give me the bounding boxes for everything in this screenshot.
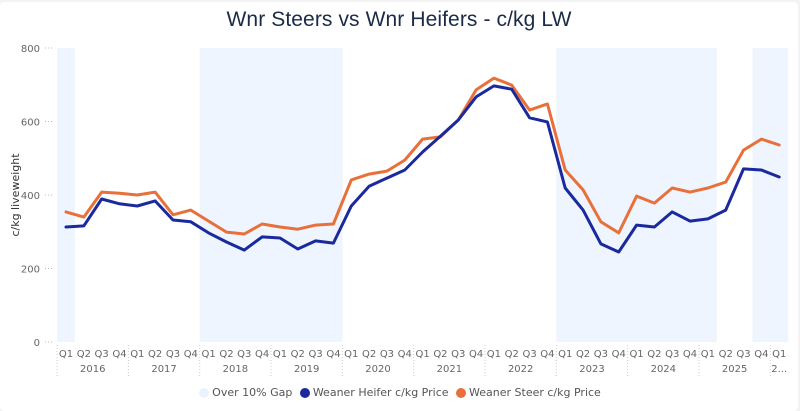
x-year-label: 2021 bbox=[437, 364, 462, 375]
x-tick-label: Q1 bbox=[772, 349, 786, 360]
x-tick-label: Q2 bbox=[719, 349, 733, 360]
x-axis: Q1 Q2 Q3 Q4 Q1 Q2 Q3 Q4 Q1 Q2 Q3 Q4 Q1 Q2 Q3 Q4 Q1 Q2 Q3 Q4… bbox=[56, 345, 787, 378]
x-year-label: 2025 bbox=[722, 364, 747, 375]
y-axis: 0 200 400 600 800 bbox=[21, 44, 53, 349]
series-line-weaner-heifer-c-kg-price bbox=[64, 84, 781, 254]
x-tick-label: Q4 bbox=[683, 349, 697, 360]
y-tick-label: 600 bbox=[21, 118, 40, 129]
legend-item-gap[interactable]: Over 10% Gap bbox=[199, 386, 292, 399]
legend-label: Weaner Steer c/kg Price bbox=[469, 386, 601, 399]
x-tick-label: Q3 bbox=[309, 349, 323, 360]
x-tick-label: Q1 bbox=[558, 349, 572, 360]
x-tick-label: Q2 bbox=[647, 349, 661, 360]
x-tick-label: Q4 bbox=[612, 349, 626, 360]
legend: Over 10% Gap Weaner Heifer c/kg Price We… bbox=[0, 386, 800, 401]
x-tick-label: Q4 bbox=[112, 349, 126, 360]
x-tick-label: Q3 bbox=[237, 349, 251, 360]
x-tick-label: Q2 bbox=[219, 349, 233, 360]
chart-title: Wnr Steers vs Wnr Heifers - c/kg LW bbox=[226, 8, 572, 31]
x-tick-label: Q2 bbox=[505, 349, 519, 360]
x-tick-label: Q4 bbox=[469, 349, 483, 360]
x-tick-label: Q1 bbox=[130, 349, 144, 360]
x-tick-label: Q1 bbox=[487, 349, 501, 360]
legend-item-steer[interactable]: Weaner Steer c/kg Price bbox=[456, 386, 601, 399]
x-tick-label: Q2 bbox=[362, 349, 376, 360]
x-year-label: 2018 bbox=[223, 364, 248, 375]
y-axis-label: c/kg liveweight bbox=[9, 153, 22, 237]
x-tick-label: Q3 bbox=[451, 349, 465, 360]
y-tick-label: 0 bbox=[34, 338, 40, 349]
legend-steer-marker-icon bbox=[456, 387, 467, 398]
x-tick-label: Q4 bbox=[184, 349, 198, 360]
x-tick-label: Q3 bbox=[736, 349, 750, 360]
gap-band bbox=[752, 48, 789, 342]
x-year-label: 2023 bbox=[579, 364, 604, 375]
series-line-weaner-steer-c-kg-price bbox=[64, 76, 781, 236]
x-tick-label: Q1 bbox=[415, 349, 429, 360]
series-lines bbox=[64, 76, 781, 254]
gap-band bbox=[199, 48, 272, 342]
x-tick-label: Q2 bbox=[291, 349, 305, 360]
x-year-label: 2022 bbox=[508, 364, 533, 375]
x-tick-label: Q3 bbox=[665, 349, 679, 360]
legend-gap-marker-icon bbox=[199, 387, 210, 398]
x-tick-label: Q4 bbox=[326, 349, 340, 360]
x-tick-label: Q3 bbox=[95, 349, 109, 360]
x-tick-label: Q1 bbox=[273, 349, 287, 360]
x-year-label: 2016 bbox=[80, 364, 105, 375]
x-year-label: 2020 bbox=[365, 364, 390, 375]
legend-item-heifer[interactable]: Weaner Heifer c/kg Price bbox=[299, 386, 449, 399]
x-year-label: 2... bbox=[771, 364, 787, 375]
x-tick-label: Q3 bbox=[380, 349, 394, 360]
x-tick-label: Q1 bbox=[629, 349, 643, 360]
x-tick-label: Q2 bbox=[77, 349, 91, 360]
x-tick-label: Q3 bbox=[166, 349, 180, 360]
x-tick-label: Q1 bbox=[202, 349, 216, 360]
x-year-label: 2017 bbox=[151, 364, 176, 375]
y-tick-label: 200 bbox=[21, 265, 40, 276]
x-tick-label: Q3 bbox=[594, 349, 608, 360]
x-tick-label: Q4 bbox=[540, 349, 554, 360]
x-tick-label: Q1 bbox=[701, 349, 715, 360]
x-tick-label: Q2 bbox=[576, 349, 590, 360]
x-year-label: 2024 bbox=[651, 364, 676, 375]
x-tick-label: Q4 bbox=[398, 349, 412, 360]
legend-label: Over 10% Gap bbox=[212, 386, 293, 399]
x-tick-label: Q4 bbox=[255, 349, 269, 360]
y-tick-label: 400 bbox=[21, 191, 40, 202]
x-tick-label: Q2 bbox=[433, 349, 447, 360]
x-year-label: 2019 bbox=[294, 364, 319, 375]
gap-band bbox=[271, 48, 343, 342]
gap-bands bbox=[57, 48, 789, 342]
legend-heifer-marker-icon bbox=[299, 387, 310, 398]
x-tick-label: Q1 bbox=[59, 349, 73, 360]
legend-label: Weaner Heifer c/kg Price bbox=[312, 386, 449, 399]
gap-band bbox=[57, 48, 75, 342]
x-tick-label: Q3 bbox=[522, 349, 536, 360]
x-tick-label: Q1 bbox=[344, 349, 358, 360]
y-tick-label: 800 bbox=[21, 44, 40, 55]
x-tick-label: Q2 bbox=[148, 349, 162, 360]
x-tick-label: Q4 bbox=[754, 349, 768, 360]
